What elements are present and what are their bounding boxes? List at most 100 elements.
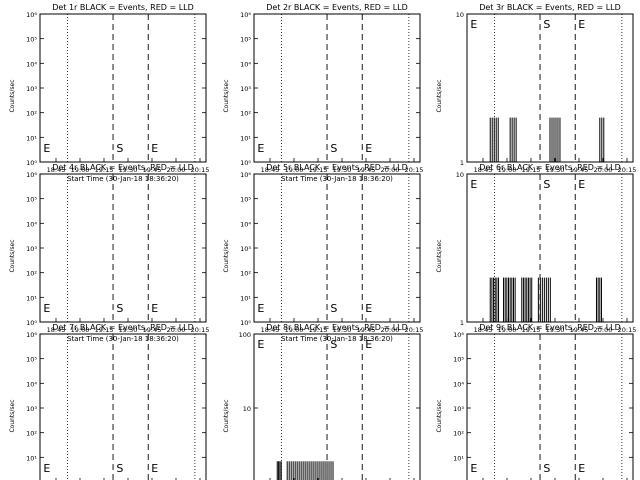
y-tick-label: 10⁶ <box>240 171 251 179</box>
y-tick-label: 10¹ <box>26 454 37 462</box>
marker-e-left: E <box>470 178 477 191</box>
y-tick-label: 1 <box>460 319 464 327</box>
y-tick-label: 10⁰ <box>240 159 251 167</box>
marker-s: S <box>543 462 550 475</box>
y-tick-label: 10² <box>26 110 37 118</box>
y-tick-label: 10⁶ <box>26 171 37 179</box>
x-tick-label: 19:45 <box>143 166 162 174</box>
x-tick-label: 19:15 <box>522 326 541 334</box>
x-tick-label: 18:45 <box>474 166 493 174</box>
y-axis-label: Counts/sec <box>436 239 443 272</box>
x-tick-label: 19:45 <box>357 326 376 334</box>
y-axis-label: Counts/sec <box>223 239 230 272</box>
y-tick-label: 100 <box>239 331 251 339</box>
x-tick-label: 19:30 <box>546 326 565 334</box>
marker-e-left: E <box>257 142 264 155</box>
y-tick-label: 10³ <box>26 245 37 253</box>
y-tick-label: 10⁵ <box>240 196 251 204</box>
marker-e-right: E <box>365 302 372 315</box>
y-tick-label: 10⁰ <box>240 319 251 327</box>
x-tick-label: 19:15 <box>309 166 328 174</box>
x-tick-label: 19:00 <box>498 326 517 334</box>
marker-e-left: E <box>470 18 477 31</box>
y-axis-label: Counts/sec <box>223 399 230 432</box>
x-tick-label: 19:30 <box>546 166 565 174</box>
marker-e-right: E <box>151 302 158 315</box>
y-tick-label: 10² <box>26 270 37 278</box>
x-tick-label: 19:30 <box>119 326 138 334</box>
marker-e-left: E <box>43 142 50 155</box>
marker-s: S <box>543 178 550 191</box>
y-tick-label: 10³ <box>26 405 37 413</box>
y-tick-label: 10⁴ <box>453 380 464 388</box>
plot-frame <box>253 333 421 480</box>
x-tick-label: 19:30 <box>333 326 352 334</box>
x-tick-label: 18:45 <box>47 326 66 334</box>
x-axis-label: Start Time (30-Jan-18 18:36:20) <box>281 335 393 343</box>
y-tick-label: 10¹ <box>240 134 251 142</box>
y-tick-label: 10⁵ <box>26 36 37 44</box>
y-tick-label: 10³ <box>453 405 464 413</box>
x-tick-label: 20:00 <box>381 166 400 174</box>
y-tick-label: 10⁴ <box>26 60 37 68</box>
x-tick-label: 19:45 <box>570 326 589 334</box>
y-axis-label: Counts/sec <box>436 399 443 432</box>
plot-frame <box>466 333 634 480</box>
y-tick-label: 10⁰ <box>26 159 37 167</box>
panel-title: Det 2r BLACK = Events, RED = LLD <box>266 3 408 12</box>
plot-frame <box>39 13 207 163</box>
y-tick-label: 10¹ <box>240 294 251 302</box>
y-tick-label: 10⁶ <box>453 331 464 339</box>
marker-s: S <box>543 18 550 31</box>
panel-title: Det 8r BLACK = Events, RED = LLD <box>266 323 408 332</box>
y-tick-label: 10⁴ <box>240 220 251 228</box>
x-tick-label: 19:30 <box>333 166 352 174</box>
x-tick-label: 19:00 <box>285 166 304 174</box>
marker-e-right: E <box>578 178 585 191</box>
y-tick-label: 10 <box>456 171 464 179</box>
panel-det-2: Det 2r BLACK = Events, RED = LLD Counts/s… <box>223 3 423 183</box>
y-tick-label: 1 <box>460 159 464 167</box>
marker-e-right: E <box>578 462 585 475</box>
x-axis-label: Start Time (30-Jan-18 18:36:20) <box>281 175 393 183</box>
y-tick-label: 10⁵ <box>453 356 464 364</box>
panel-det-4: Det 4r BLACK = Events, RED = LLD Counts/s… <box>9 163 209 343</box>
marker-e-left: E <box>43 462 50 475</box>
y-tick-label: 10¹ <box>26 134 37 142</box>
x-tick-label: 20:15 <box>191 326 210 334</box>
x-tick-label: 18:45 <box>261 166 280 174</box>
y-tick-label: 10³ <box>240 245 251 253</box>
y-axis-label: Counts/sec <box>9 79 16 112</box>
x-tick-label: 20:00 <box>167 326 186 334</box>
panel-det-7: Det 7r BLACK = Events, RED = LLD Counts/s… <box>9 323 207 480</box>
panel-det-6: Det 6r BLACK = Events, RED = LLD Counts/s… <box>436 163 636 334</box>
plot-frame <box>39 333 207 480</box>
x-tick-label: 20:00 <box>381 326 400 334</box>
marker-s: S <box>116 302 123 315</box>
x-tick-label: 20:15 <box>618 166 637 174</box>
x-tick-label: 20:00 <box>594 166 613 174</box>
x-tick-label: 19:15 <box>522 166 541 174</box>
panel-det-8: Det 8r BLACK = Events, RED = LLD Counts/s… <box>223 323 421 480</box>
x-tick-label: 19:00 <box>71 326 90 334</box>
y-tick-label: 10 <box>243 405 251 413</box>
y-tick-label: 10⁶ <box>240 11 251 19</box>
marker-e-right: E <box>578 18 585 31</box>
x-tick-label: 20:15 <box>191 166 210 174</box>
y-tick-label: 10⁶ <box>26 331 37 339</box>
x-tick-label: 19:00 <box>71 166 90 174</box>
y-tick-label: 10² <box>453 430 464 438</box>
panel-det-1: Det 1r BLACK = Events, RED = LLD Counts/s… <box>9 3 209 183</box>
x-tick-label: 20:00 <box>167 166 186 174</box>
x-tick-label: 19:15 <box>309 326 328 334</box>
marker-s: S <box>330 142 337 155</box>
y-tick-label: 10⁵ <box>240 36 251 44</box>
marker-e-left: E <box>43 302 50 315</box>
x-tick-label: 20:15 <box>618 326 637 334</box>
x-tick-label: 19:30 <box>119 166 138 174</box>
x-tick-label: 20:00 <box>594 326 613 334</box>
panel-det-9: Det 9r BLACK = Events, RED = LLD Counts/s… <box>436 323 634 480</box>
marker-e-right: E <box>151 462 158 475</box>
x-tick-label: 20:15 <box>405 166 424 174</box>
